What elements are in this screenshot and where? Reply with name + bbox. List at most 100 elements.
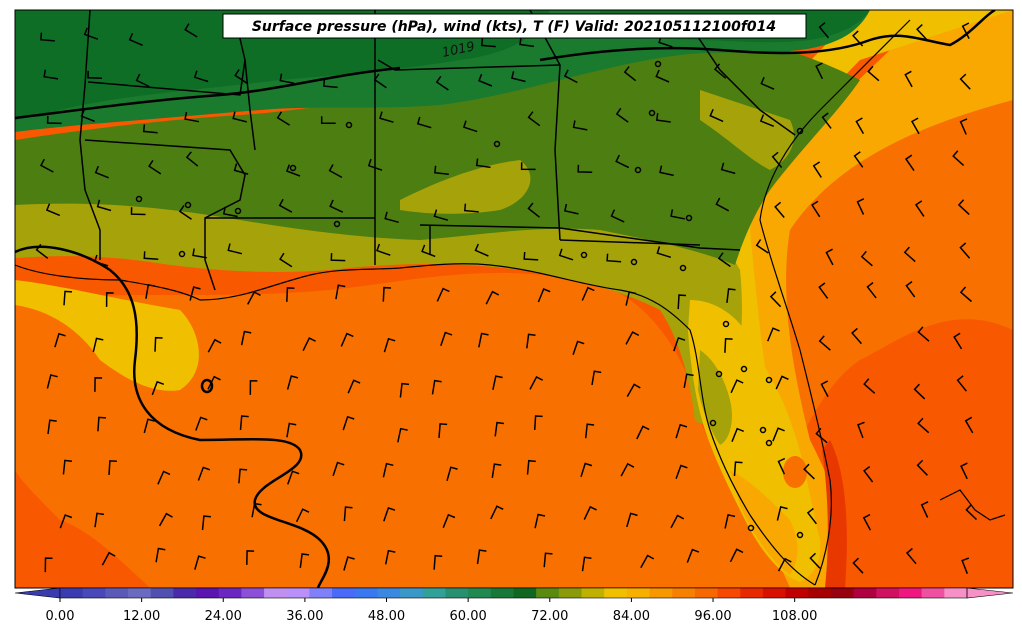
wind-barb	[189, 286, 201, 301]
wind-barb	[558, 248, 574, 261]
wind-barb	[379, 111, 394, 123]
wind-barb	[960, 462, 968, 480]
wind-barb	[438, 423, 448, 438]
wind-barb	[233, 163, 249, 175]
colorbar-swatch	[558, 588, 583, 598]
colorbar-swatch	[626, 588, 651, 598]
wind-barb	[475, 158, 491, 169]
wind-barb	[431, 379, 442, 395]
wind-barb	[128, 32, 143, 46]
wind-barb	[94, 512, 105, 528]
colorbar-tick-label: 12.00	[123, 609, 160, 624]
wind-barb	[343, 506, 353, 522]
florida-southern-tip	[730, 470, 798, 575]
wind-barb	[806, 507, 817, 525]
wind-barb	[965, 504, 978, 521]
colorbar-swatch	[717, 588, 741, 598]
wind-barb	[777, 457, 786, 475]
wind-barb	[421, 244, 436, 258]
wind-barb	[135, 73, 150, 88]
wind-barb	[959, 73, 971, 90]
temperature-patch-olive-2	[700, 90, 794, 170]
wind-barb	[914, 200, 925, 217]
wind-barb	[96, 199, 112, 212]
wind-barb	[80, 109, 95, 122]
wind-barb	[197, 466, 211, 481]
wind-barbs	[35, 22, 978, 574]
wind-barb	[709, 108, 724, 123]
wind-barb	[279, 252, 293, 268]
colorbar-swatch	[150, 588, 174, 598]
wind-barb	[543, 552, 553, 568]
wind-barb	[510, 71, 526, 83]
wind-barb	[730, 379, 744, 394]
wind-barb	[615, 107, 629, 123]
wind-barb	[157, 470, 171, 485]
wind-barb	[54, 332, 66, 348]
wind-barb	[286, 470, 300, 485]
wind-barb	[812, 161, 822, 178]
wind-barb	[670, 514, 685, 529]
wind-barb	[320, 116, 336, 125]
colorbar-swatch	[309, 588, 333, 598]
wind-barb	[446, 466, 458, 482]
colorbar	[14, 587, 1014, 599]
wind-barb	[953, 332, 963, 350]
wind-barb	[490, 505, 504, 520]
wind-barb	[527, 202, 540, 218]
wind-barb	[572, 120, 588, 131]
wind-barb	[726, 288, 736, 303]
colorbar-swatch	[400, 588, 424, 598]
wind-barb	[485, 290, 500, 305]
wind-barb	[777, 557, 792, 572]
wind-barb	[194, 555, 206, 570]
colorbar-swatch	[921, 588, 945, 598]
wind-barb	[519, 37, 535, 48]
colorbar-swatch	[513, 588, 537, 598]
wind-barb	[295, 508, 310, 523]
wind-barb	[440, 331, 453, 347]
wind-barb	[905, 280, 916, 298]
wind-barb	[580, 462, 593, 478]
colorbar-swatch	[762, 588, 787, 598]
colorbar-swatch	[82, 588, 106, 598]
wind-barb	[93, 254, 109, 267]
colorbar-swatch	[354, 588, 379, 598]
wind-barb	[591, 370, 602, 386]
wind-barb	[640, 554, 655, 569]
wind-barb	[670, 209, 685, 220]
wind-barb	[584, 423, 595, 439]
wind-barb	[715, 197, 730, 212]
wind-barb	[278, 198, 293, 213]
wind-barb	[45, 203, 61, 217]
colorbar-swatch	[60, 588, 84, 598]
wind-barb	[581, 556, 592, 572]
temperature-band-olive	[15, 193, 742, 424]
colorbar-swatch	[332, 588, 356, 598]
florida-peninsula	[688, 300, 821, 582]
wind-barb	[478, 73, 493, 87]
colorbar-swatch	[241, 588, 265, 598]
wind-barb	[904, 154, 915, 172]
colorbar-swatch	[218, 588, 242, 598]
colorbar-swatch	[445, 588, 469, 598]
wind-barb	[97, 416, 106, 432]
colorbar-tick-label: 24.00	[205, 609, 242, 624]
temperature-patch-red	[822, 440, 847, 588]
wind-barb	[534, 513, 546, 529]
wind-barb	[130, 207, 146, 216]
wind-barb	[821, 112, 832, 129]
wind-barb	[720, 162, 736, 175]
wind-barb	[322, 79, 338, 89]
wind-barb	[279, 73, 295, 84]
wind-barb	[83, 27, 99, 40]
wind-barb	[178, 205, 192, 220]
wind-barb	[238, 468, 248, 484]
colorbar-tick-label: 84.00	[613, 609, 650, 624]
wind-barb	[759, 114, 775, 127]
wind-barb	[675, 464, 688, 479]
wind-barb	[145, 284, 156, 299]
wind-barb	[155, 547, 166, 563]
wind-barb	[240, 330, 252, 346]
wind-barb	[866, 282, 877, 299]
